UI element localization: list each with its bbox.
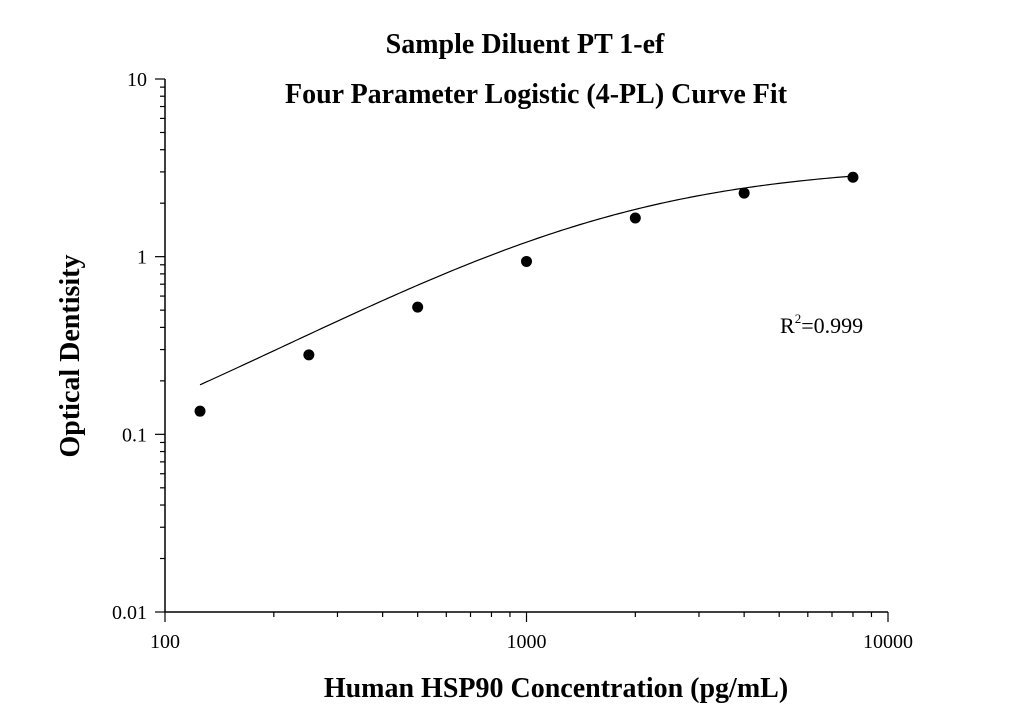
y-axis-label: Optical Dentisity: [55, 255, 86, 458]
axes: [164, 79, 888, 613]
data-point: [629, 212, 641, 224]
data-point: [412, 301, 424, 313]
data-point: [303, 349, 315, 361]
data-point: [521, 255, 532, 267]
y-tick-label: 1: [137, 247, 147, 269]
x-axis-label: Human HSP90 Concentration (pg/mL): [324, 673, 788, 704]
ticks: 100 1000 10000 0.01 0.1 1 10: [112, 69, 913, 653]
fit-curve: [199, 175, 854, 386]
x-tick-label: 100: [150, 631, 180, 653]
chart-title: Sample Diluent PT 1-ef: [386, 29, 665, 60]
x-tick-label: 10000: [863, 631, 913, 653]
fit-curve-group: [199, 175, 854, 386]
r-squared-base: R: [780, 313, 795, 338]
y-tick-label: 0.1: [122, 424, 147, 446]
r-squared-superscript: 2: [795, 311, 802, 326]
data-point: [738, 187, 750, 199]
x-tick-label: 1000: [507, 631, 547, 653]
r-squared-annotation: R2=0.999: [780, 311, 863, 338]
y-tick-label: 0.01: [112, 602, 147, 624]
data-points: [194, 171, 859, 417]
r-squared-value: =0.999: [801, 313, 863, 338]
chart-subtitle: Four Parameter Logistic (4-PL) Curve Fit: [285, 79, 788, 110]
data-point: [847, 171, 859, 183]
y-tick-label: 10: [127, 69, 147, 91]
data-point: [194, 405, 206, 417]
